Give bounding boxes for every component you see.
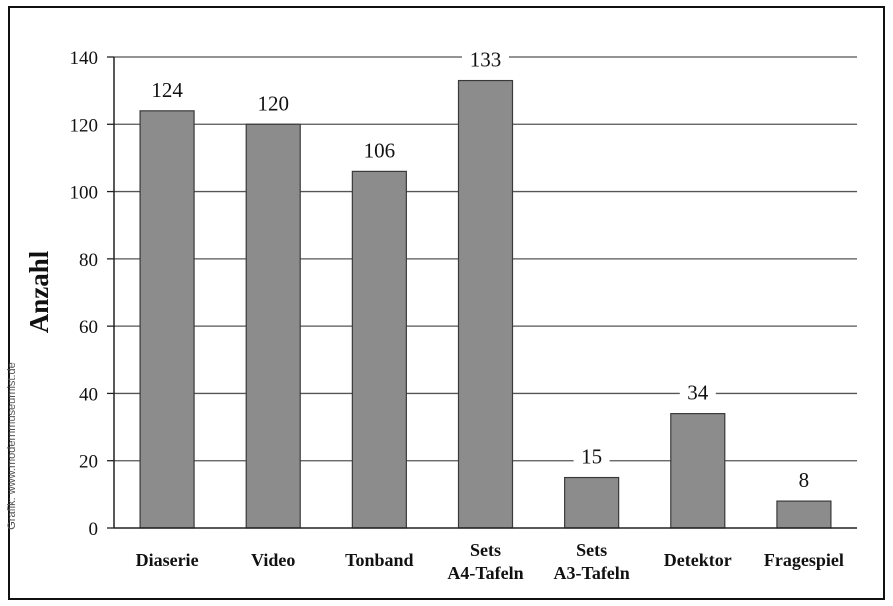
category-label: Sets bbox=[576, 540, 607, 560]
y-axis: 0 20 40 60 80 100 120 140 bbox=[70, 48, 857, 540]
data-label: 15 bbox=[581, 445, 602, 469]
y-tick-label: 100 bbox=[70, 183, 99, 204]
category-label: Tonband bbox=[345, 550, 413, 570]
y-tick-label: 80 bbox=[79, 250, 98, 271]
category-label: Diaserie bbox=[136, 550, 199, 570]
data-label-bg bbox=[355, 137, 403, 164]
y-tick-label: 120 bbox=[70, 115, 99, 136]
bar bbox=[245, 123, 301, 529]
data-label: 133 bbox=[470, 48, 502, 72]
data-label-bg bbox=[143, 76, 191, 103]
data-label-bg bbox=[791, 467, 817, 494]
bar bbox=[457, 79, 514, 529]
data-label-bg bbox=[462, 46, 509, 73]
bar bbox=[351, 170, 407, 529]
y-tick-label: 40 bbox=[79, 384, 98, 405]
data-label: 106 bbox=[364, 138, 396, 162]
category-label: A3-Tafeln bbox=[553, 563, 629, 583]
data-labels: 124 120 106 133 15 34 8 bbox=[143, 46, 817, 494]
y-tick-label: 60 bbox=[79, 317, 98, 338]
data-label: 34 bbox=[687, 381, 709, 405]
y-axis-label: Anzahl bbox=[24, 250, 54, 333]
category-label: A4-Tafeln bbox=[447, 563, 523, 583]
data-label-bg bbox=[679, 379, 716, 406]
category-label: Sets bbox=[470, 540, 501, 560]
y-tick-label: 140 bbox=[70, 48, 99, 69]
category-labels: Diaserie Video Tonband Sets A4-Tafeln Sets A3-… bbox=[136, 540, 844, 583]
bar bbox=[564, 476, 620, 529]
data-label-bg bbox=[573, 443, 610, 470]
category-label: Fragespiel bbox=[764, 550, 844, 570]
bar bbox=[139, 110, 195, 529]
y-tick-label: 20 bbox=[79, 452, 98, 473]
data-label: 8 bbox=[799, 468, 810, 492]
data-label: 124 bbox=[151, 78, 183, 102]
category-label: Video bbox=[251, 550, 295, 570]
bar bbox=[776, 500, 832, 529]
data-label: 120 bbox=[257, 91, 289, 115]
y-tick-label: 0 bbox=[89, 519, 99, 540]
category-label: Detektor bbox=[664, 550, 732, 570]
bars bbox=[139, 79, 832, 529]
bar bbox=[670, 413, 726, 529]
data-label-bg bbox=[249, 90, 297, 117]
